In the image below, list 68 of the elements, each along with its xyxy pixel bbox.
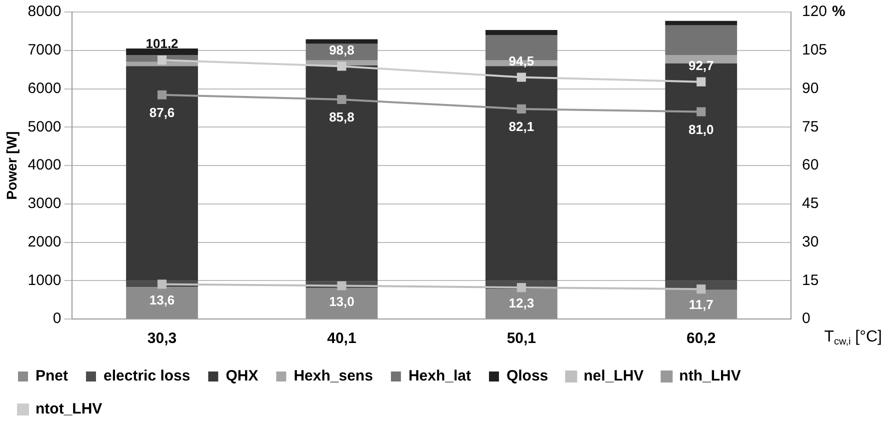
point [157,56,167,65]
bar [126,48,198,55]
legend-label: ntot_LHV [36,400,102,418]
point [516,104,526,114]
legend-label: QHX [226,368,258,385]
y2-tick-label: 75 [802,118,819,136]
point [696,284,706,294]
y2-tick-label: 30 [802,233,819,250]
legend-label: nel_LHV [584,368,644,385]
data-label: 82,1 [508,119,534,134]
legend-label: Pnet [36,368,68,385]
bar [306,65,378,282]
y-tick-label: 6000 [28,80,62,97]
x-tick-label: 60,2 [686,330,716,348]
point [157,90,167,100]
bar [306,288,378,318]
data-label: 11,7 [688,297,714,312]
legend-label: Hexh_lat [408,368,471,385]
y2-tick-label: 0 [802,310,810,328]
y2-tick-label: 120 [802,3,828,20]
point [696,107,706,116]
point [337,94,346,104]
legend-label: nth_LHV [679,368,741,385]
bar [665,20,738,26]
point [337,62,346,71]
bar [485,289,558,318]
y-tick-label: 4000 [28,156,62,174]
y-axis-title: Power [W] [3,131,20,200]
data-label: 98,8 [329,42,354,58]
x-tick-label: 40,1 [327,330,356,348]
point [516,72,526,82]
data-label: 94,5 [508,53,534,68]
bar [665,290,738,318]
x-tick-label: 50,1 [506,330,536,348]
point [337,281,346,290]
data-label: 12,3 [508,296,534,311]
data-label: 13,6 [149,292,175,308]
y-tick-label: 3000 [28,195,62,212]
bar [485,66,558,281]
legend-label: Qloss [506,368,548,385]
y-tick-label: 5000 [28,118,62,136]
bar [126,66,198,281]
y-tick-label: 0 [52,310,62,328]
point [696,77,706,86]
point [516,282,526,292]
y2-tick-label: 45 [802,195,819,212]
y2-tick-label: 105 [802,42,828,59]
y-tick-label: 1000 [28,272,62,289]
bar [665,25,738,55]
y2-tick-label: 90 [802,80,819,97]
data-label: 81,0 [688,122,714,137]
data-label: 87,6 [149,104,175,120]
legend-label: Hexh_sens [294,368,373,385]
y2-axis-title: % [832,3,846,20]
y2-tick-label: 60 [802,156,819,174]
y-tick-label: 2000 [28,233,62,250]
bar [126,287,198,318]
x-tick-label: 30,3 [147,330,177,348]
legend-label: electric loss [104,368,190,385]
data-label: 101,2 [146,36,178,52]
data-label: 13,0 [329,294,354,309]
point [157,280,167,289]
bar [306,39,378,44]
y2-tick-label: 15 [802,272,819,289]
data-label: 85,8 [329,110,354,125]
y-tick-label: 7000 [28,42,62,59]
bar [485,30,558,36]
y-tick-label: 8000 [28,3,62,20]
